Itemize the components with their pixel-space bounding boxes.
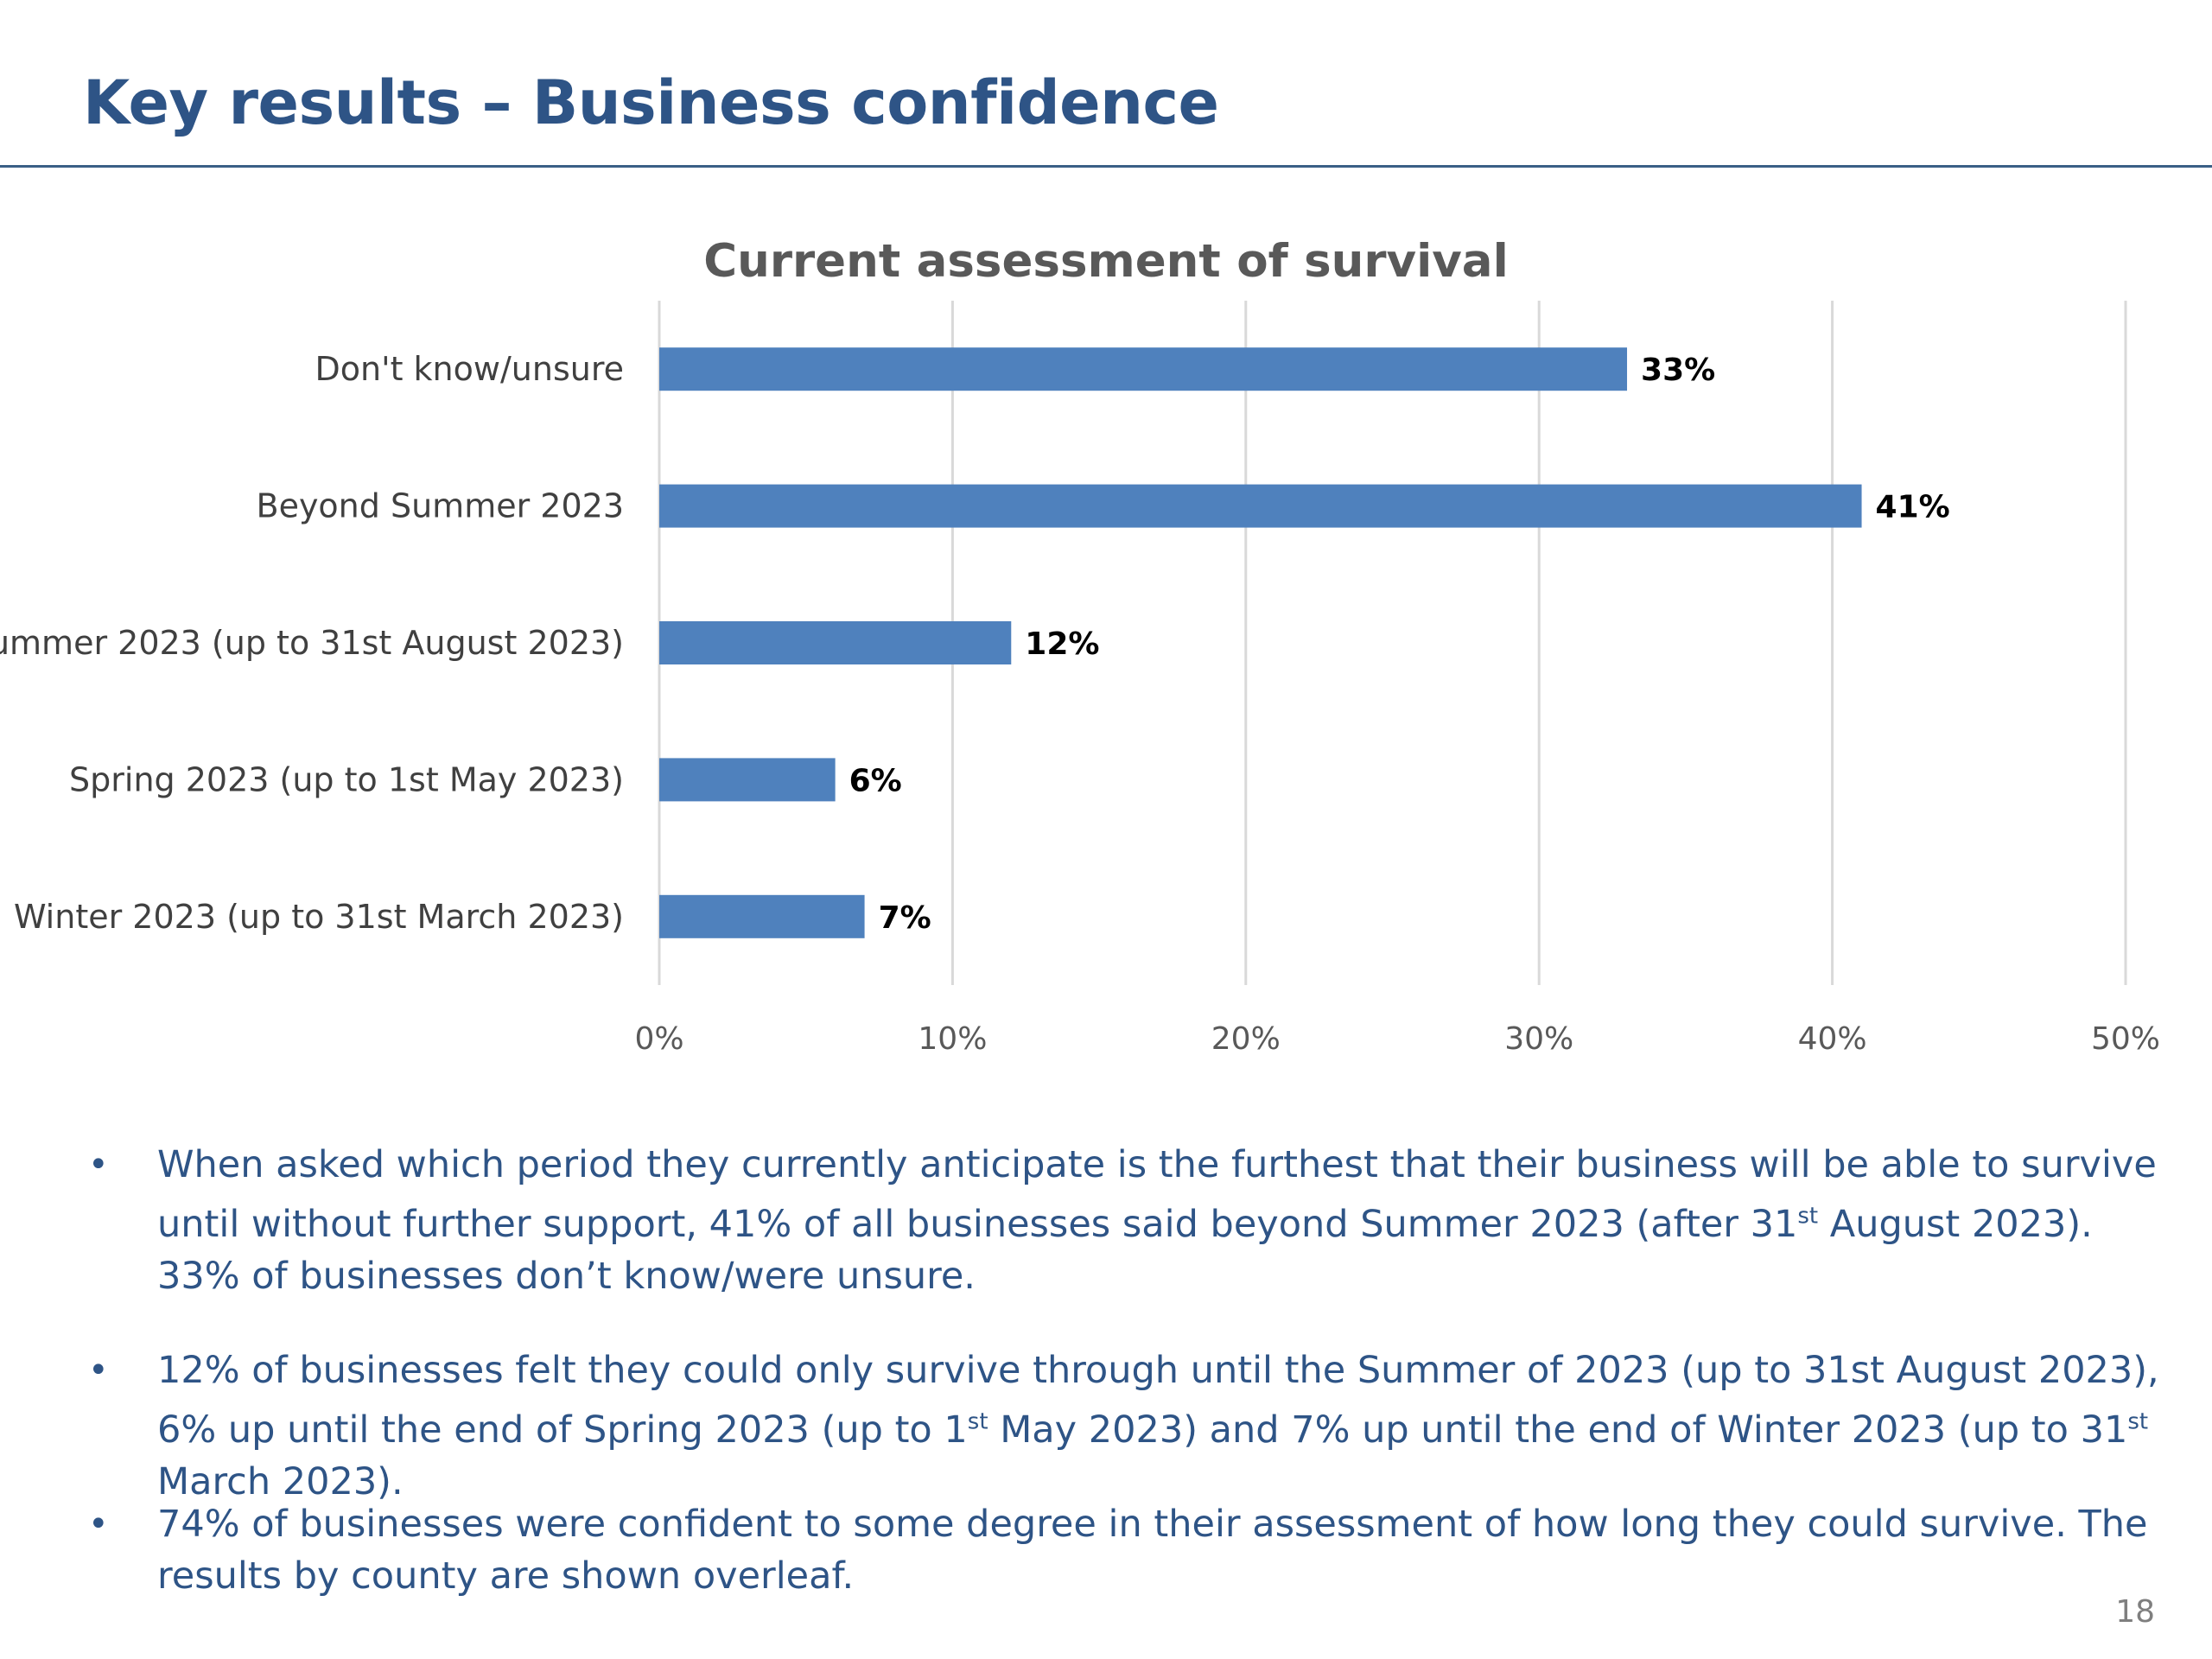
category-label: Summer 2023 (up to 31st August 2023): [0, 624, 624, 662]
bar: [659, 347, 1628, 391]
bars: [659, 347, 1862, 938]
data-label: 7%: [879, 900, 931, 936]
data-label: 33%: [1641, 353, 1715, 388]
data-label: 41%: [1876, 490, 1950, 525]
x-tick-label: 30%: [1504, 1021, 1573, 1057]
title-divider: [0, 165, 2212, 168]
bullet-text: When asked which period they currently a…: [157, 1143, 2157, 1299]
data-label: 6%: [849, 763, 902, 798]
bar: [659, 758, 836, 802]
data-labels: 33% 41% 12% 6% 7%: [849, 353, 1950, 936]
superscript: st: [2127, 1409, 2149, 1435]
bullet-1: • When asked which period they currently…: [88, 1139, 2162, 1302]
superscript: st: [1797, 1204, 1819, 1230]
bar: [659, 894, 865, 938]
x-tick-label: 10%: [918, 1021, 987, 1057]
x-tick-label: 50%: [2091, 1021, 2160, 1057]
x-tick-label: 20%: [1211, 1021, 1281, 1057]
bullet-text: 12% of businesses felt they could only s…: [157, 1349, 2159, 1504]
bullet-marker: •: [88, 1351, 109, 1390]
slide-title: Key results – Business confidence: [83, 67, 1219, 138]
category-label: Beyond Summer 2023: [257, 487, 625, 525]
bullet-marker: •: [88, 1504, 109, 1544]
superscript: st: [967, 1409, 988, 1435]
data-label: 12%: [1025, 626, 1099, 662]
bullet-text: 74% of businesses were confident to some…: [157, 1503, 2148, 1598]
page-number: 18: [2115, 1594, 2155, 1630]
bar: [659, 621, 1012, 664]
bullet-2: • 12% of businesses felt they could only…: [88, 1344, 2162, 1508]
chart-title: Current assessment of survival: [703, 235, 1509, 288]
category-labels: Don't know/unsure Beyond Summer 2023 Summe…: [0, 350, 624, 936]
bullet-marker: •: [88, 1145, 109, 1185]
x-axis-tick-labels: 0% 10% 20% 30% 40% 50%: [634, 1021, 2160, 1057]
category-label: Spring 2023 (up to 1st May 2023): [69, 760, 624, 798]
bullet-3: • 74% of businesses were confident to so…: [88, 1498, 2162, 1602]
x-tick-label: 40%: [1798, 1021, 1867, 1057]
category-label: Winter 2023 (up to 31st March 2023): [14, 898, 624, 936]
bar: [659, 484, 1862, 528]
x-tick-label: 0%: [634, 1021, 683, 1057]
category-label: Don't know/unsure: [315, 350, 624, 388]
survival-bar-chart: Current assessment of survival Don't kno…: [0, 235, 2160, 1057]
